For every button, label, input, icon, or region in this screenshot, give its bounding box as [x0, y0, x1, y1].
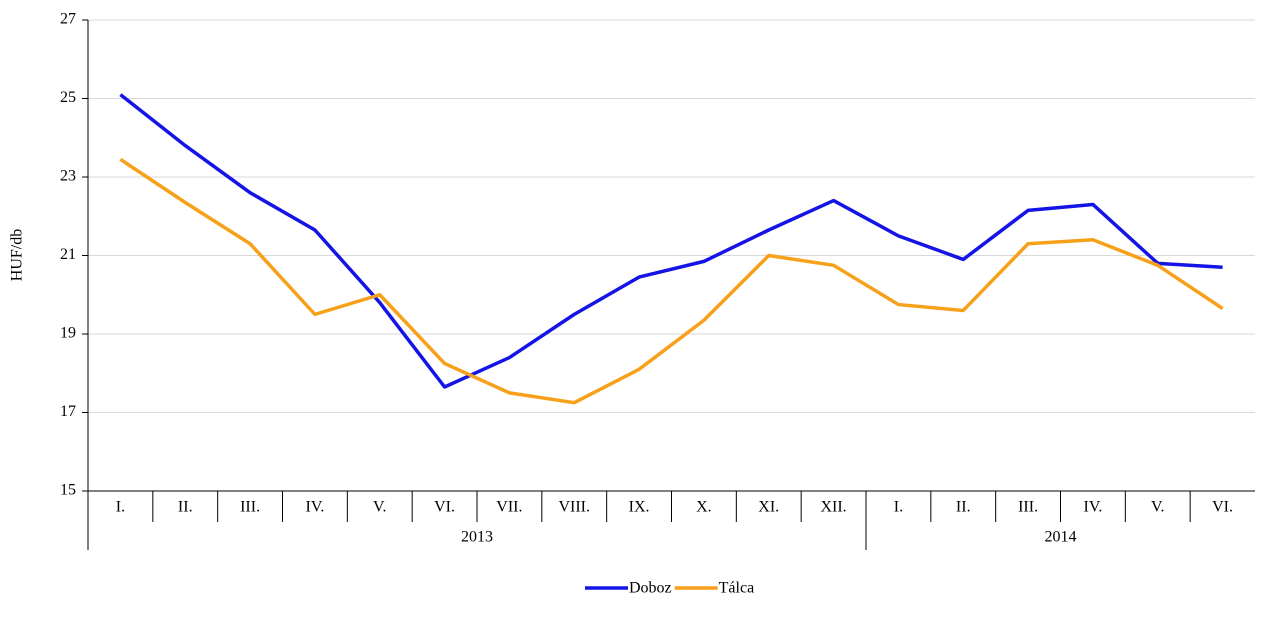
- x-tick-label: VI.: [1212, 499, 1233, 516]
- y-tick-label: 21: [60, 246, 76, 263]
- x-tick-label: I.: [894, 499, 903, 516]
- x-tick-label: V.: [373, 499, 387, 516]
- x-tick-label: I.: [116, 499, 125, 516]
- x-tick-label: II.: [178, 499, 193, 516]
- x-tick-label: X.: [696, 499, 712, 516]
- y-tick-label: 23: [60, 168, 76, 185]
- y-tick-label: 15: [60, 482, 76, 499]
- y-tick-label: 25: [60, 89, 76, 106]
- x-tick-label: IV.: [1084, 499, 1103, 516]
- x-tick-label: III.: [240, 499, 260, 516]
- series-line: [119, 93, 1223, 389]
- x-tick-label: IV.: [306, 499, 325, 516]
- x-tick-label: IX.: [629, 499, 650, 516]
- y-tick-label: 27: [60, 11, 76, 28]
- x-tick-label: XI.: [758, 499, 779, 516]
- y-tick-label: 19: [60, 325, 76, 342]
- legend-label: Doboz: [629, 580, 672, 597]
- legend-label: Tálca: [719, 580, 755, 597]
- y-tick-label: 17: [60, 403, 76, 420]
- x-tick-label: VII.: [496, 499, 522, 516]
- x-tick-label: III.: [1018, 499, 1038, 516]
- x-tick-label: XII.: [820, 499, 846, 516]
- x-tick-label: V.: [1151, 499, 1165, 516]
- x-tick-label: II.: [956, 499, 971, 516]
- series-line: [119, 157, 1224, 405]
- group-label: 2013: [461, 529, 493, 546]
- group-label: 2014: [1045, 529, 1077, 546]
- x-tick-label: VIII.: [558, 499, 590, 516]
- x-tick-label: VI.: [434, 499, 455, 516]
- y-axis-label: HUF/db: [9, 229, 26, 281]
